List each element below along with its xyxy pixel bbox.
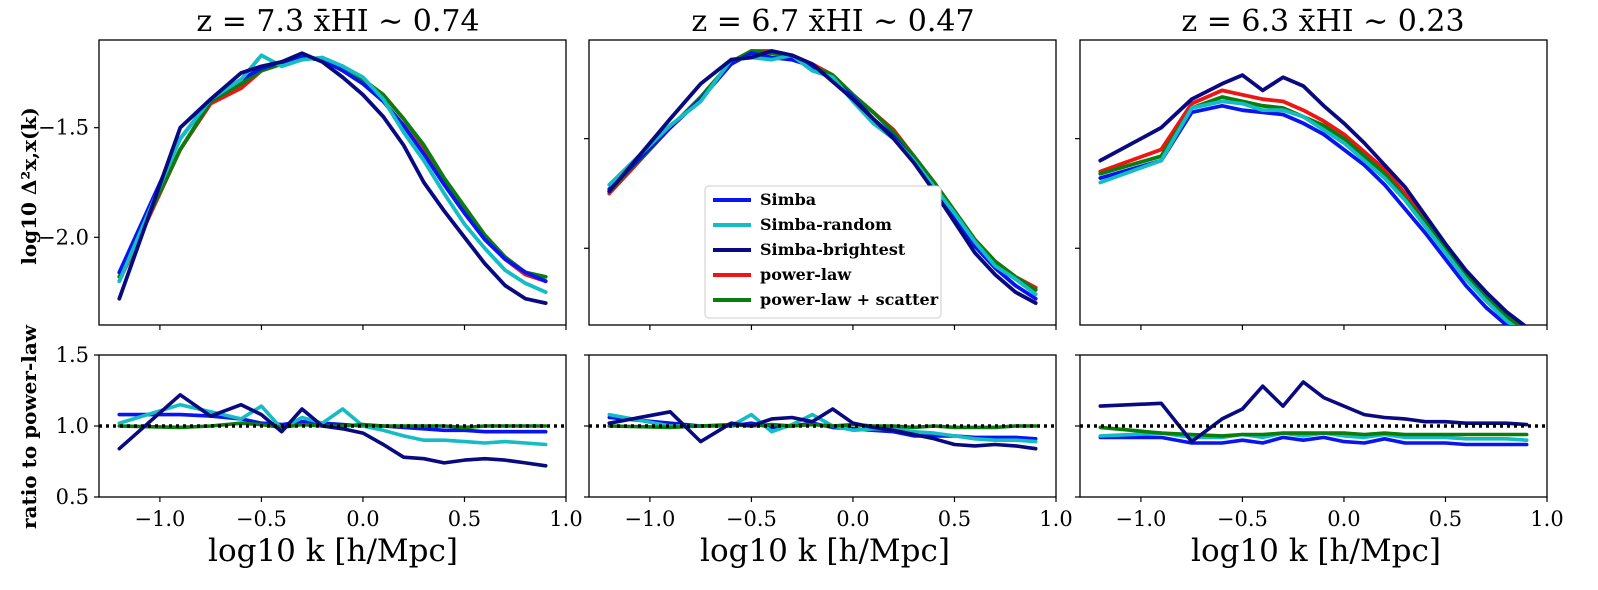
panel-2-title: z = 6.7 x̄HI ∼ 0.47 (691, 4, 974, 39)
panel-1-top-line-simba-brightest (117, 51, 548, 306)
panel-3-x-tick-label: 1.0 (1530, 507, 1563, 531)
panel-1-ratio-line-simba-brightest (117, 392, 548, 468)
legend: Simba Simba-random Simba-brightest power… (704, 185, 942, 319)
panel-1-x-axis-label: log10 k [h/Mpc] (208, 533, 458, 569)
series-layer (99, 49, 1547, 468)
legend-label-power-law-scatter: power-law + scatter (760, 290, 939, 309)
panel-3-top-line-simba (1098, 103, 1510, 325)
panel-3-ratio-line-power-law-scatter (1098, 425, 1529, 438)
ratio-y-tick-label: 0.5 (56, 485, 89, 509)
top-y-tick-label: −2.0 (38, 225, 89, 249)
panel-1-x-tick-label: 0.0 (346, 507, 379, 531)
panel-2-x-tick-label: 0.5 (938, 507, 971, 531)
text-layer: z = 7.3 x̄HI ∼ 0.74 z = 6.7 x̄HI ∼ 0.47 … (17, 4, 1465, 569)
legend-label-simba-random: Simba-random (760, 215, 892, 234)
panel-2-x-tick-label: 0.0 (836, 507, 869, 531)
legend-label-simba: Simba (760, 190, 816, 209)
panel-3-x-axis-label: log10 k [h/Mpc] (1191, 533, 1441, 569)
panel-2-ratio-line-simba-brightest (607, 407, 1038, 451)
top-y-axis-label: log10 Δ²x,x(k) (17, 107, 41, 265)
panel-3-x-tick-label: 0.0 (1327, 507, 1360, 531)
panel-1-top-line-power-law (117, 55, 548, 284)
panel-3-top-line-power-law-scatter (1098, 95, 1522, 325)
panel-1-x-tick-label: 1.0 (549, 507, 582, 531)
panel-3-top-line-simba-random (1098, 99, 1516, 325)
panel-1-x-tick-label: −0.5 (236, 507, 287, 531)
legend-label-simba-brightest: Simba-brightest (760, 240, 906, 259)
panel-1-x-tick-label: −1.0 (134, 507, 185, 531)
panel-3-ratio-line-simba-brightest (1098, 380, 1529, 444)
panel-1-top-series (117, 51, 548, 306)
panel-1-x-tick-label: 0.5 (448, 507, 481, 531)
panel-3-top-axes (1079, 39, 1548, 326)
panel-3-ratio-line-simba (1098, 435, 1529, 447)
panel-3-x-tick-label: 0.5 (1429, 507, 1462, 531)
panel-3-title: z = 6.3 x̄HI ∼ 0.23 (1181, 4, 1464, 39)
panel-3-x-tick-label: −0.5 (1217, 507, 1268, 531)
top-y-tick-label: −1.5 (38, 116, 89, 140)
panel-2-x-tick-label: 1.0 (1039, 507, 1072, 531)
ratio-y-tick-label: 1.0 (56, 414, 89, 438)
panel-3-top-line-simba-brightest (1098, 73, 1527, 325)
legend-label-power-law: power-law (760, 265, 852, 284)
panel-1-title: z = 7.3 x̄HI ∼ 0.74 (196, 4, 479, 39)
panel-3-x-tick-label: −1.0 (1115, 507, 1166, 531)
panel-1-ratio-series (99, 392, 566, 468)
panel-1-top-axes (98, 39, 567, 326)
bottom-y-axis-label: ratio to power-law (17, 324, 41, 529)
panel-1-top-line-simba (117, 55, 548, 284)
panel-3-ratio-series (1080, 380, 1547, 447)
panel-2-top-line-simba-brightest (607, 49, 1038, 306)
panel-2-top-series (607, 49, 1038, 306)
panel-3-top-series (1098, 73, 1527, 325)
panel-2-ratio-series (589, 407, 1056, 451)
ratio-y-tick-label: 1.5 (56, 343, 89, 367)
panel-2-x-tick-label: −1.0 (624, 507, 675, 531)
panel-2-top-axes (588, 39, 1057, 326)
axes-frames: −1.0 −0.5 0.0 0.5 1.0 −1.5 −2.0 1.5 1.0 0.5 −1.0 −0… (38, 39, 1564, 531)
panel-1-top-line-simba-random (117, 53, 548, 295)
legend-box (704, 185, 942, 319)
panel-2-x-axis-label: log10 k [h/Mpc] (700, 533, 950, 569)
panel-2-x-tick-label: −0.5 (726, 507, 777, 531)
